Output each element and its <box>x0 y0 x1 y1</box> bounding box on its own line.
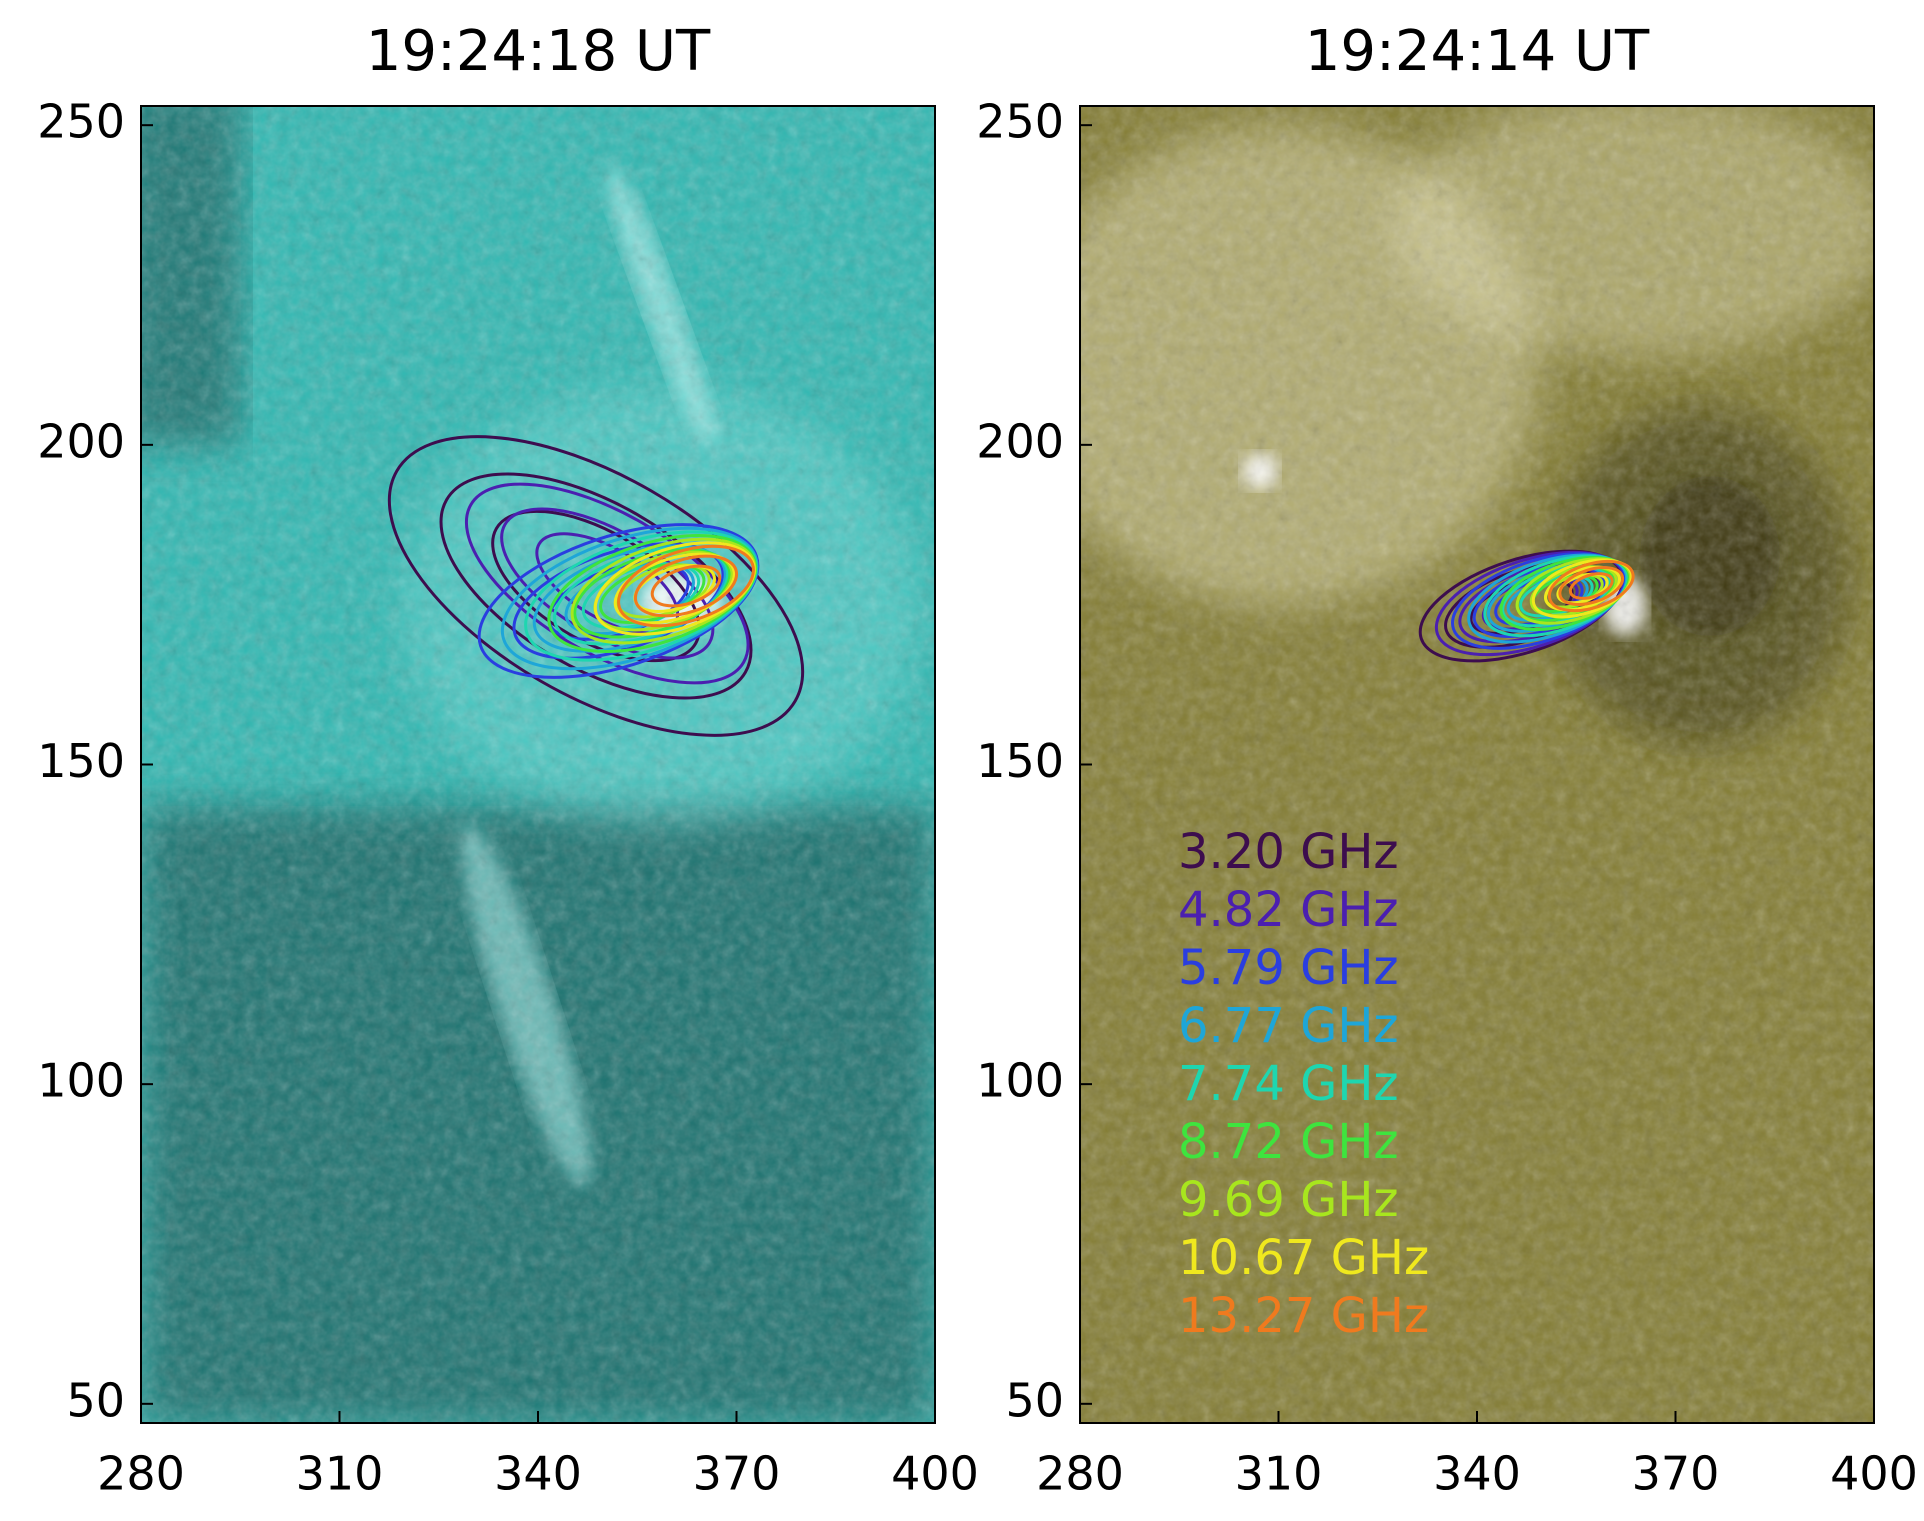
panel <box>141 106 935 1423</box>
legend-entry: 8.72 GHz <box>1178 1114 1399 1170</box>
contour <box>1556 572 1609 605</box>
x-tick-label: 370 <box>693 1447 781 1501</box>
y-tick-label: 50 <box>1005 1373 1064 1427</box>
y-tick-label: 150 <box>37 734 125 788</box>
legend-entry: 5.79 GHz <box>1178 940 1399 996</box>
legend-entry: 9.69 GHz <box>1178 1172 1399 1228</box>
contour <box>500 507 715 660</box>
panel <box>1080 106 1874 1423</box>
texture <box>1080 106 1874 1423</box>
contour <box>617 544 755 628</box>
y-tick-label: 150 <box>976 734 1064 788</box>
x-tick-label: 340 <box>494 1447 582 1501</box>
legend-entry: 4.82 GHz <box>1178 882 1399 938</box>
x-tick-label: 370 <box>1632 1447 1720 1501</box>
contour <box>613 552 736 625</box>
contour <box>1547 559 1635 613</box>
contour <box>1544 565 1621 612</box>
panel-title: 19:24:14 UT <box>1305 19 1650 84</box>
contour <box>650 564 722 608</box>
y-tick-label: 200 <box>976 414 1064 468</box>
y-tick-label: 50 <box>66 1373 125 1427</box>
contour <box>633 554 739 618</box>
panel-title: 19:24:18 UT <box>366 19 711 84</box>
legend-entry: 10.67 GHz <box>1178 1230 1429 1286</box>
x-tick-label: 280 <box>97 1447 185 1501</box>
y-tick-label: 250 <box>37 95 125 149</box>
x-tick-label: 400 <box>1830 1447 1918 1501</box>
x-tick-label: 400 <box>891 1447 979 1501</box>
contour <box>512 542 725 660</box>
y-tick-label: 250 <box>976 95 1064 149</box>
legend-entry: 3.20 GHz <box>1178 824 1399 880</box>
x-tick-label: 310 <box>1235 1447 1323 1501</box>
y-tick-label: 200 <box>37 414 125 468</box>
legend-entry: 6.77 GHz <box>1178 998 1399 1054</box>
x-tick-label: 310 <box>296 1447 384 1501</box>
legend-entry: 13.27 GHz <box>1178 1288 1429 1344</box>
contour <box>387 435 805 737</box>
x-tick-label: 340 <box>1433 1447 1521 1501</box>
contour <box>464 482 750 685</box>
y-tick-label: 100 <box>37 1054 125 1108</box>
x-tick-label: 280 <box>1036 1447 1124 1501</box>
texture <box>141 106 935 1423</box>
contour <box>1558 566 1625 606</box>
y-tick-label: 100 <box>976 1054 1064 1108</box>
contour <box>1568 572 1614 600</box>
legend-entry: 7.74 GHz <box>1178 1056 1399 1112</box>
